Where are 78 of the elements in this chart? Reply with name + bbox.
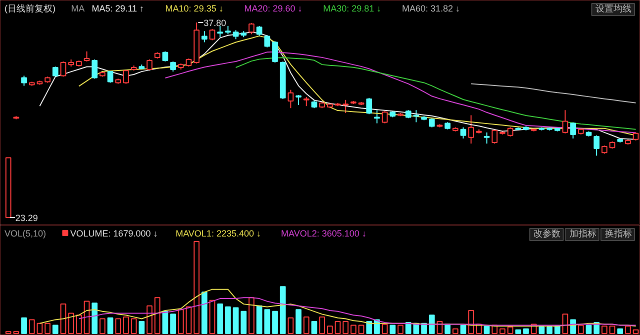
candlestick	[413, 110, 420, 123]
candlestick	[484, 132, 490, 144]
candlestick	[201, 30, 208, 43]
legend-label: VOLUME: 1679.000 ↓	[70, 228, 158, 238]
bar	[460, 324, 466, 334]
bar	[484, 326, 490, 334]
candlestick	[374, 110, 380, 124]
candlestick	[428, 118, 435, 128]
bar	[296, 309, 302, 334]
bar	[52, 324, 58, 334]
bar	[280, 286, 286, 334]
bar	[546, 326, 552, 334]
bar	[272, 310, 278, 334]
bar	[586, 324, 592, 334]
candlestick	[170, 60, 176, 72]
bar	[201, 292, 208, 334]
bar	[107, 317, 114, 334]
candlestick	[60, 60, 66, 78]
candlestick	[382, 110, 388, 124]
candlestick	[272, 40, 278, 64]
bar	[405, 322, 412, 334]
text: MA20: 29.60 ↓	[244, 4, 302, 14]
candlestick	[288, 89, 294, 109]
candlestick	[468, 114, 474, 144]
candlestick	[366, 97, 372, 115]
chart-subtitle: (日线前复权)	[4, 4, 56, 14]
bar	[240, 310, 247, 334]
candlestick	[507, 126, 514, 137]
bar	[617, 328, 624, 334]
candlestick	[492, 128, 498, 144]
text: MAVOL1: 2235.400 ↓	[176, 228, 261, 238]
candlestick	[256, 25, 262, 37]
candlestick	[123, 69, 129, 84]
bar	[225, 306, 231, 334]
annotation: 37.80	[204, 18, 226, 28]
candlestick	[303, 96, 310, 107]
legend-title: MA	[71, 4, 85, 14]
candlestick	[460, 126, 466, 139]
candlestick	[21, 75, 27, 86]
text: MA10: 29.35 ↓	[165, 4, 224, 14]
bar	[311, 321, 318, 334]
text: 加指标	[569, 228, 596, 238]
text: 换指标	[604, 228, 632, 238]
bar	[428, 314, 435, 334]
candlestick	[92, 58, 98, 80]
candlestick	[248, 22, 254, 35]
bar	[92, 302, 98, 334]
text: MAVOL2: 3605.100 ↓	[281, 228, 366, 238]
bar	[217, 304, 224, 334]
bar	[538, 326, 545, 334]
candlestick	[570, 122, 576, 139]
bar	[138, 321, 145, 334]
text: MA30: 29.81 ↓	[323, 4, 382, 14]
text: 设置均线	[596, 4, 632, 14]
bar	[170, 314, 176, 334]
bar	[444, 324, 450, 334]
candlestick	[562, 110, 568, 134]
candlestick	[209, 28, 216, 41]
candlestick	[84, 50, 90, 62]
candlestick	[296, 94, 302, 106]
candlestick	[217, 25, 224, 38]
candlestick	[342, 99, 349, 114]
text: MA60: 31.82 ↓	[402, 4, 460, 14]
text: 改参数	[534, 228, 561, 238]
candlestick	[264, 34, 270, 48]
candlestick	[162, 50, 168, 62]
bar	[515, 329, 522, 334]
bar	[554, 326, 560, 334]
bar	[21, 317, 27, 334]
text: MA5: 29.11 ↑	[92, 4, 144, 14]
annotation: 23.29	[15, 213, 38, 223]
bar	[523, 328, 529, 334]
candlestick	[594, 134, 600, 156]
legend-title: VOL(5,10)	[4, 228, 46, 238]
bar	[366, 321, 372, 334]
candlestick	[232, 30, 239, 40]
bar	[390, 324, 396, 334]
bar	[232, 307, 239, 334]
